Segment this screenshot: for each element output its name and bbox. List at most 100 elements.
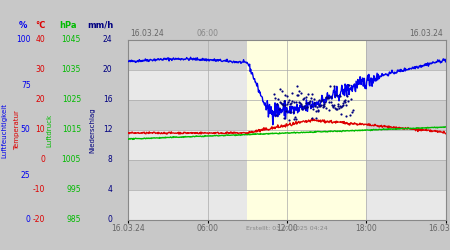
- Point: [314, 109, 321, 113]
- Point: [287, 101, 294, 105]
- Point: [309, 107, 316, 111]
- Text: 0: 0: [108, 216, 112, 224]
- Point: [310, 101, 318, 105]
- Point: [271, 96, 278, 100]
- Text: 25: 25: [21, 170, 31, 179]
- Point: [348, 110, 356, 114]
- Point: [285, 118, 292, 122]
- Point: [292, 100, 299, 104]
- Point: [299, 108, 306, 112]
- Point: [280, 98, 287, 102]
- Text: °C: °C: [35, 21, 46, 30]
- Point: [304, 105, 311, 109]
- Bar: [128, 160, 446, 190]
- Point: [326, 84, 333, 88]
- Point: [339, 101, 346, 105]
- Point: [275, 107, 282, 111]
- Text: 10: 10: [36, 126, 45, 134]
- Point: [314, 108, 321, 112]
- Text: 0: 0: [26, 216, 31, 224]
- Text: mm/h: mm/h: [87, 21, 113, 30]
- Bar: [128, 190, 446, 220]
- Point: [300, 104, 307, 108]
- Point: [280, 116, 287, 120]
- Point: [303, 105, 310, 109]
- Text: 40: 40: [35, 36, 45, 44]
- Point: [324, 96, 332, 100]
- Point: [335, 106, 342, 110]
- Point: [336, 94, 343, 98]
- Point: [331, 106, 338, 110]
- Point: [329, 104, 337, 108]
- Point: [315, 98, 323, 102]
- Point: [299, 97, 306, 101]
- Point: [332, 93, 339, 97]
- Point: [324, 96, 331, 100]
- Point: [302, 95, 309, 99]
- Point: [276, 100, 284, 104]
- Point: [327, 95, 334, 99]
- Point: [311, 104, 319, 108]
- Point: [306, 101, 313, 105]
- Point: [308, 92, 315, 96]
- Point: [301, 96, 308, 100]
- Point: [286, 110, 293, 114]
- Text: Niederschlag: Niederschlag: [89, 107, 95, 153]
- Point: [312, 109, 319, 113]
- Point: [278, 102, 285, 106]
- Point: [340, 99, 347, 103]
- Text: 8: 8: [108, 156, 112, 164]
- Text: 50: 50: [21, 126, 31, 134]
- Point: [277, 101, 284, 105]
- Text: 20: 20: [103, 66, 112, 74]
- Point: [330, 104, 338, 108]
- Point: [274, 97, 281, 101]
- Bar: [128, 70, 446, 100]
- Point: [320, 102, 328, 106]
- Point: [333, 107, 341, 111]
- Text: 4: 4: [108, 186, 112, 194]
- Point: [318, 98, 325, 102]
- Point: [321, 104, 328, 108]
- Point: [270, 92, 277, 96]
- Text: 16: 16: [103, 96, 112, 104]
- Point: [290, 100, 297, 104]
- Point: [295, 100, 302, 104]
- Text: 0: 0: [40, 156, 45, 164]
- Text: hPa: hPa: [59, 21, 76, 30]
- Point: [312, 116, 319, 120]
- Point: [279, 89, 286, 93]
- Point: [297, 91, 304, 95]
- Point: [282, 109, 289, 113]
- Point: [272, 113, 279, 117]
- Point: [323, 96, 330, 100]
- Point: [307, 104, 315, 108]
- Text: 12: 12: [103, 126, 112, 134]
- Text: -10: -10: [32, 186, 45, 194]
- Point: [304, 92, 311, 96]
- Text: -20: -20: [32, 216, 45, 224]
- Point: [273, 102, 280, 106]
- Point: [334, 102, 342, 106]
- Text: 1035: 1035: [62, 66, 81, 74]
- Text: 16.03.24: 16.03.24: [130, 28, 164, 38]
- Text: Temperatur: Temperatur: [14, 110, 20, 150]
- Bar: [128, 100, 446, 130]
- Point: [297, 102, 304, 106]
- Point: [284, 102, 291, 106]
- Text: 1025: 1025: [62, 96, 81, 104]
- Point: [281, 93, 288, 97]
- Text: 100: 100: [16, 36, 31, 44]
- Point: [288, 99, 296, 103]
- Bar: [128, 130, 446, 160]
- Point: [321, 100, 328, 103]
- Point: [291, 115, 298, 119]
- Point: [322, 106, 329, 110]
- Point: [307, 96, 315, 100]
- Point: [277, 87, 284, 91]
- Point: [317, 100, 324, 103]
- Point: [328, 102, 336, 106]
- Text: 16.03.24: 16.03.24: [410, 28, 443, 38]
- Text: %: %: [19, 21, 27, 30]
- Point: [347, 97, 355, 101]
